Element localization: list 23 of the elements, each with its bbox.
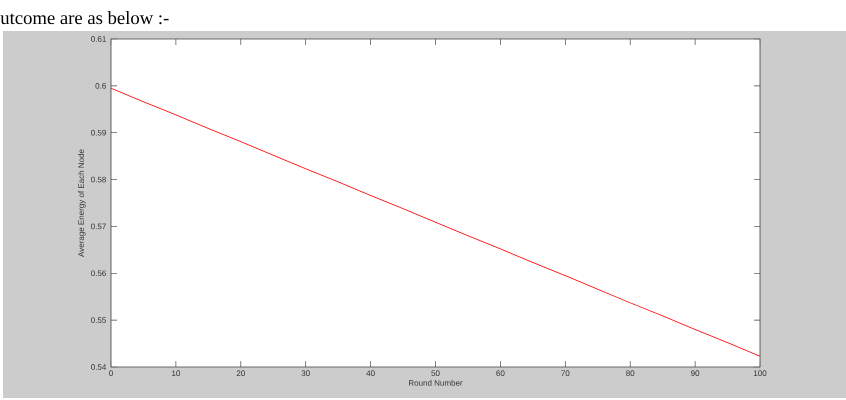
x-tick-label: 0 [109, 370, 113, 376]
y-tick-label: 0.61 [91, 36, 106, 42]
x-tick-label: 80 [626, 370, 634, 376]
x-tick-label: 90 [691, 370, 700, 376]
y-tick-label: 0.55 [91, 317, 106, 323]
text: utcome are as below :- [0, 11, 169, 24]
y-tick-label: 0.57 [91, 224, 106, 230]
y-axis-title: Average Energy of Each Node [78, 149, 86, 257]
y-tick-label: 0.59 [91, 130, 106, 136]
y-tick-label: 0.54 [91, 364, 106, 370]
x-tick-label: 50 [431, 370, 440, 376]
x-tick-label: 20 [236, 370, 245, 376]
y-tick-label: 0.56 [91, 270, 106, 276]
x-tick-label: 10 [172, 370, 180, 376]
x-tick-label: 70 [561, 370, 570, 376]
y-tick-label: 0.58 [91, 176, 106, 182]
x-tick-label: 100 [754, 370, 766, 376]
x-tick-label: 30 [302, 370, 310, 376]
x-axis-title: Round Number [409, 380, 462, 386]
x-tick-label: 40 [366, 370, 375, 376]
y-tick-label: 0.6 [95, 83, 106, 89]
x-tick-label: 60 [496, 370, 505, 376]
line-series [111, 88, 760, 357]
